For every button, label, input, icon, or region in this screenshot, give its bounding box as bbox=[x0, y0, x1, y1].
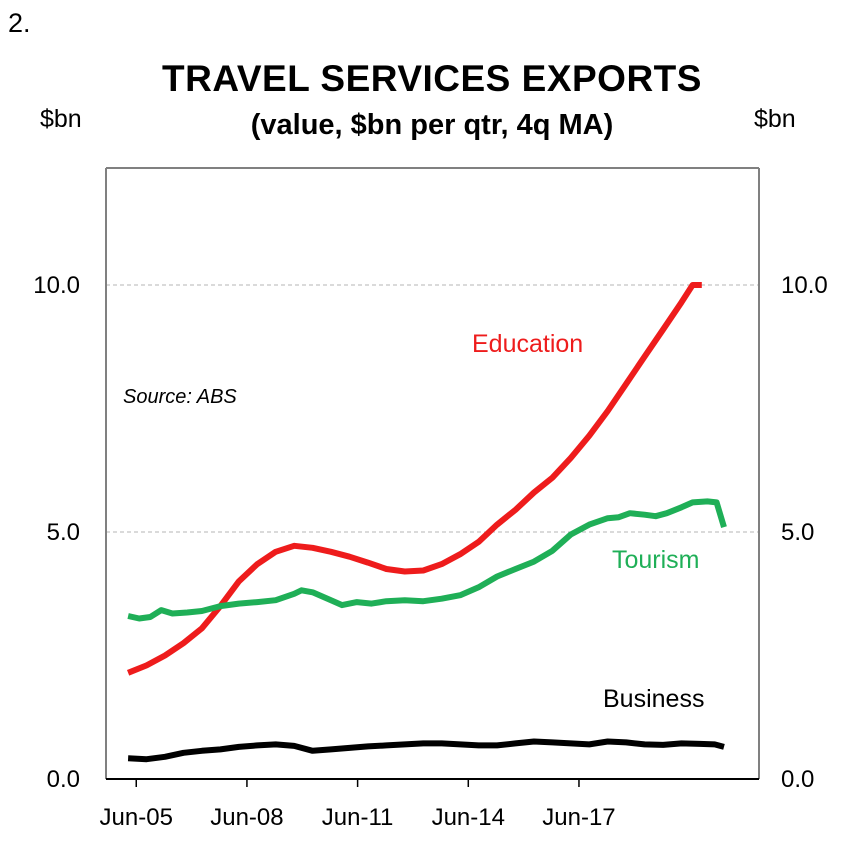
series-label-education: Education bbox=[472, 330, 583, 358]
x-tick-label-Jun-11: Jun-11 bbox=[322, 804, 394, 831]
source-annotation: Source: ABS bbox=[123, 386, 237, 408]
series-line-education bbox=[126, 282, 702, 676]
y-tick-left-5.0: 5.0 bbox=[47, 519, 80, 546]
y-tick-right-10.0: 10.0 bbox=[781, 272, 828, 299]
axis-ticks: 0.0 0.0 5.0 5.0 10.0 10.0 Jun-05 Jun-08 Jun-11 Ju… bbox=[33, 272, 827, 831]
chart-subtitle: (value, $bn per qtr, 4q MA) bbox=[250, 109, 614, 141]
figure-number: 2. bbox=[8, 8, 31, 38]
series-label-business: Business bbox=[603, 685, 704, 713]
series-line-tourism bbox=[127, 498, 727, 622]
x-tick-label-Jun-17: Jun-17 bbox=[542, 804, 615, 831]
series-label-tourism: Tourism bbox=[612, 546, 700, 574]
series-lines bbox=[126, 282, 727, 763]
series-line-business bbox=[127, 738, 725, 763]
y-tick-right-5.0: 5.0 bbox=[781, 519, 814, 546]
series-labels: Education Tourism Business bbox=[472, 330, 704, 713]
y-tick-left-0.0: 0.0 bbox=[47, 766, 80, 793]
y-tick-right-0.0: 0.0 bbox=[781, 766, 814, 793]
y-tick-left-10.0: 10.0 bbox=[33, 272, 80, 299]
chart-title: TRAVEL SERVICES EXPORTS bbox=[162, 58, 702, 99]
x-tick-label-Jun-14: Jun-14 bbox=[432, 804, 505, 831]
x-tick-label-Jun-08: Jun-08 bbox=[210, 804, 283, 831]
right-axis-unit: $bn bbox=[754, 105, 796, 133]
x-tick-label-Jun-05: Jun-05 bbox=[100, 804, 173, 831]
gridlines bbox=[106, 284, 759, 533]
plot-frame bbox=[105, 167, 760, 780]
left-axis-unit: $bn bbox=[40, 105, 82, 133]
